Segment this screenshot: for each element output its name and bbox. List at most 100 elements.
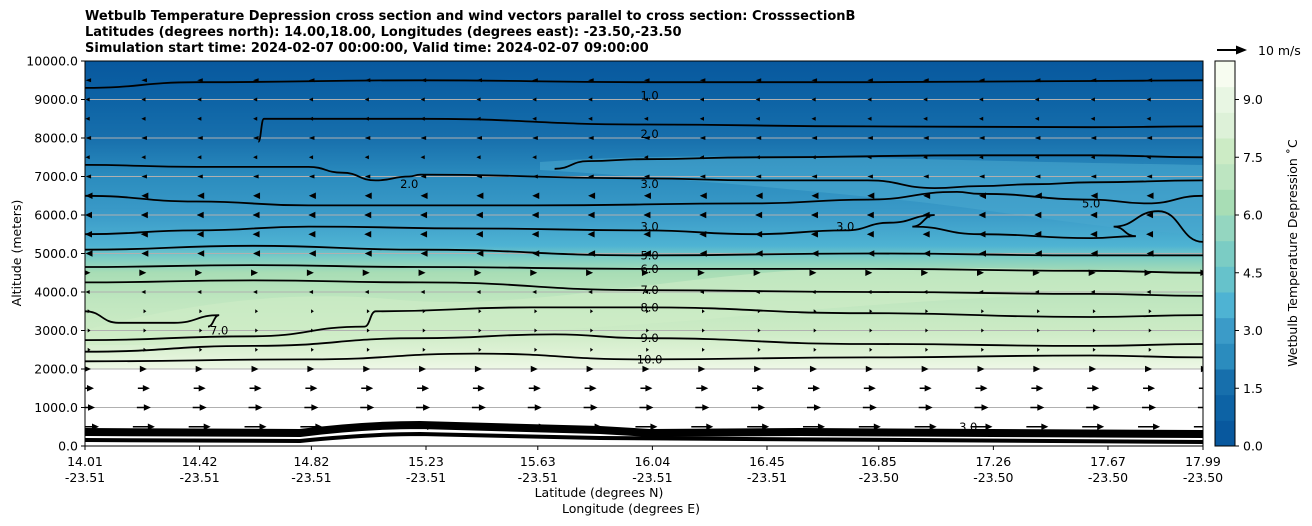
wind-arrow-head (1041, 423, 1049, 430)
wind-arrow-head (1090, 250, 1098, 257)
wind-arrow-head (420, 192, 428, 199)
wind-arrow-head (420, 78, 427, 83)
colorbar-swatch (1215, 420, 1235, 447)
wind-arrow-head (699, 97, 704, 102)
wind-arrow-head (364, 116, 369, 121)
wind-arrow-head (254, 385, 262, 392)
wind-arrow-head (1034, 250, 1042, 257)
wind-arrow-head (1032, 269, 1040, 276)
wind-arrow-head (869, 328, 873, 333)
wind-arrow-head (979, 174, 985, 179)
wind-arrow-head (873, 423, 881, 430)
wind-arrow-head (311, 309, 314, 314)
wind-arrow-head (699, 231, 707, 238)
wind-arrow-head (643, 155, 649, 160)
wind-arrow-head (590, 309, 594, 314)
wind-arrow-head (476, 155, 481, 160)
title-line-2: Latitudes (degrees north): 14.00,18.00, … (85, 25, 682, 40)
wind-arrow-head (978, 231, 986, 238)
wind-arrow-head (1144, 269, 1152, 276)
wind-arrow-head (534, 347, 538, 352)
wind-arrow-head (420, 97, 425, 102)
wind-arrow-head (1092, 309, 1096, 314)
wind-arrow-head (308, 155, 314, 160)
wind-arrow-head (1090, 231, 1098, 238)
wind-arrow-head (811, 136, 818, 140)
wind-arrow-head (420, 211, 428, 219)
wind-arrow-head (197, 116, 202, 121)
wind-arrow-head (1205, 404, 1212, 410)
wind-arrow-head (811, 78, 818, 83)
wind-arrow-head (923, 155, 928, 160)
wind-arrow-head (979, 136, 985, 140)
wind-arrow-head (1090, 116, 1095, 121)
contour-label: 3.0 (640, 220, 658, 234)
wind-arrow-head (1204, 385, 1211, 391)
x-tick-label-lon: -23.50 (1183, 470, 1223, 485)
wind-arrow-head (1037, 328, 1040, 333)
contour-line (85, 210, 1203, 243)
wind-arrow-head (251, 269, 259, 276)
wind-arrow-head (753, 269, 761, 276)
wind-arrow-head (532, 290, 537, 294)
wind-arrow-head (981, 404, 989, 411)
wind-arrow-head (364, 211, 372, 219)
wind-arrow-head (588, 78, 594, 83)
wind-arrow-head (643, 211, 651, 219)
wind-arrow-head (1037, 347, 1040, 352)
wind-arrow-head (195, 269, 203, 276)
wind-arrow-head (643, 78, 650, 83)
wind-arrow-head (588, 136, 594, 140)
wind-arrow-head (869, 347, 873, 352)
x-tick-label-lon: -23.51 (518, 470, 558, 485)
wind-arrow-head (1200, 365, 1203, 373)
wind-arrow-head (85, 136, 92, 140)
wind-arrow-head (141, 97, 146, 102)
wind-arrow-head (253, 192, 261, 199)
colorbar-swatch (1215, 317, 1235, 344)
wind-arrow-head (255, 404, 263, 411)
wind-arrow-head (530, 365, 538, 373)
wind-arrow-head (1200, 269, 1203, 276)
wind-arrow-head (1148, 347, 1152, 352)
wind-arrow-head (867, 174, 873, 179)
wind-arrow-head (868, 385, 876, 392)
contour-line (85, 310, 220, 328)
y-tick-label: 3000.0 (34, 323, 78, 338)
wind-arrow-head (253, 78, 259, 83)
wind-arrow-head (929, 423, 937, 430)
wind-arrow-head (757, 328, 761, 333)
wind-arrow-head (85, 78, 92, 83)
contour-line (85, 333, 1203, 353)
wind-arrow-head (85, 97, 90, 102)
wind-arrow-head (699, 155, 704, 160)
wind-arrow-head (755, 136, 762, 140)
y-tick-label: 1000.0 (34, 400, 78, 415)
wind-arrow-head (699, 192, 707, 199)
x-tick-label-lat: 14.01 (67, 454, 103, 469)
wind-arrow-head (255, 328, 259, 333)
wind-arrow-head (423, 404, 431, 411)
wind-arrow-head (475, 231, 483, 238)
wind-arrow-head (141, 155, 146, 160)
wind-arrow-head (141, 116, 146, 121)
wind-arrow-head (474, 365, 482, 373)
wind-arrow-head (308, 78, 315, 83)
wind-arrow-head (418, 269, 426, 276)
wind-arrow-head (1034, 211, 1042, 219)
wind-arrow-head (699, 136, 706, 140)
wind-arrow-head (253, 116, 258, 121)
x-tick-label-lon: -23.51 (747, 470, 787, 485)
wind-arrow-head (643, 290, 649, 294)
wind-arrow-head (1146, 116, 1151, 121)
contour-label: 7.0 (640, 283, 658, 297)
contour-label: 6.0 (640, 262, 658, 276)
wind-arrow-head (590, 328, 594, 333)
wind-arrow-head (197, 78, 203, 83)
wind-arrow-head (923, 116, 928, 121)
wind-arrow-head (1146, 231, 1154, 238)
wind-arrow-head (1037, 404, 1045, 411)
wind-arrow-head (921, 365, 929, 373)
wind-arrow-head (364, 290, 369, 294)
contour-line (85, 190, 1203, 207)
